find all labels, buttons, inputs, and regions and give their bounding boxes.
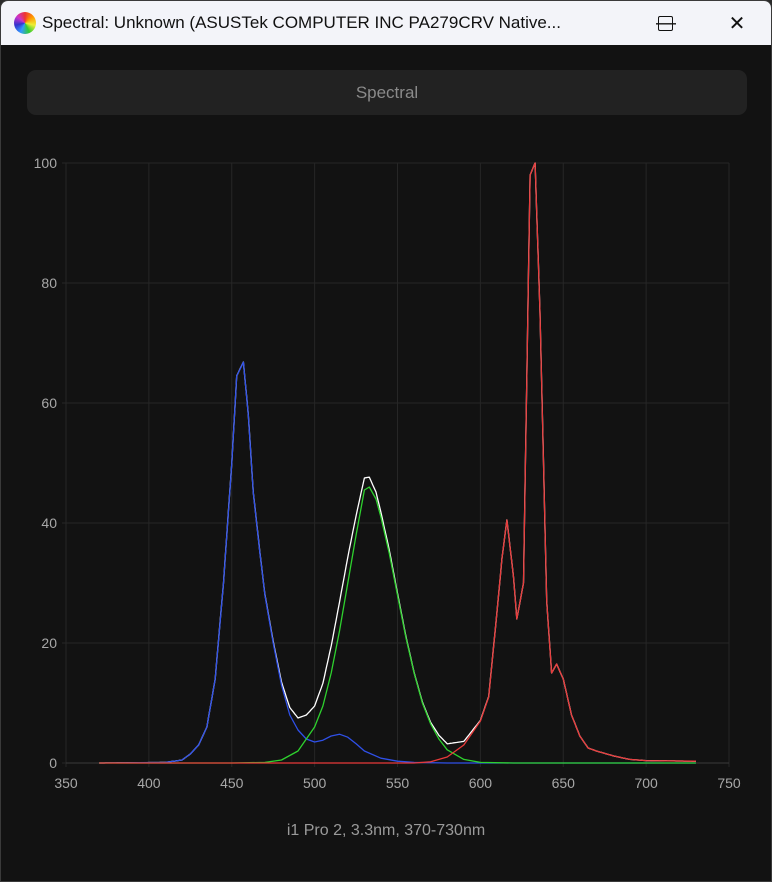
y-tick-label: 40 (41, 515, 57, 531)
maximize-icon[interactable] (642, 1, 688, 45)
y-tick-label: 80 (41, 275, 57, 291)
title-bar: Spectral: Unknown (ASUSTek COMPUTER INC … (1, 1, 771, 45)
window-title: Spectral: Unknown (ASUSTek COMPUTER INC … (42, 13, 561, 32)
x-tick-label: 700 (634, 775, 658, 791)
y-tick-label: 20 (41, 635, 57, 651)
close-icon[interactable]: ✕ (728, 12, 746, 35)
blue-series-line (99, 361, 696, 764)
red-series-line (99, 162, 696, 764)
app-icon (14, 12, 36, 34)
x-tick-label: 750 (717, 775, 741, 791)
x-tick-label: 400 (137, 775, 161, 791)
x-tick-label: 500 (303, 775, 327, 791)
x-tick-label: 650 (552, 775, 576, 791)
instrument-info: i1 Pro 2, 3.3nm, 370-730nm (286, 822, 486, 839)
x-tick-label: 550 (386, 775, 410, 791)
minimize-icon[interactable]: — (656, 11, 676, 34)
spectral-button[interactable]: Spectral (27, 70, 747, 115)
y-tick-label: 60 (41, 395, 57, 411)
y-tick-label: 0 (49, 755, 57, 771)
spectral-chart: 350 400 450 500 550 600 650 700 750 0 20 40 60 80 100 (34, 155, 741, 791)
green-series-line (99, 486, 696, 764)
x-tick-label: 600 (469, 775, 493, 791)
y-tick-label: 100 (34, 155, 58, 171)
x-tick-label: 450 (220, 775, 244, 791)
x-tick-label: 350 (54, 775, 78, 791)
